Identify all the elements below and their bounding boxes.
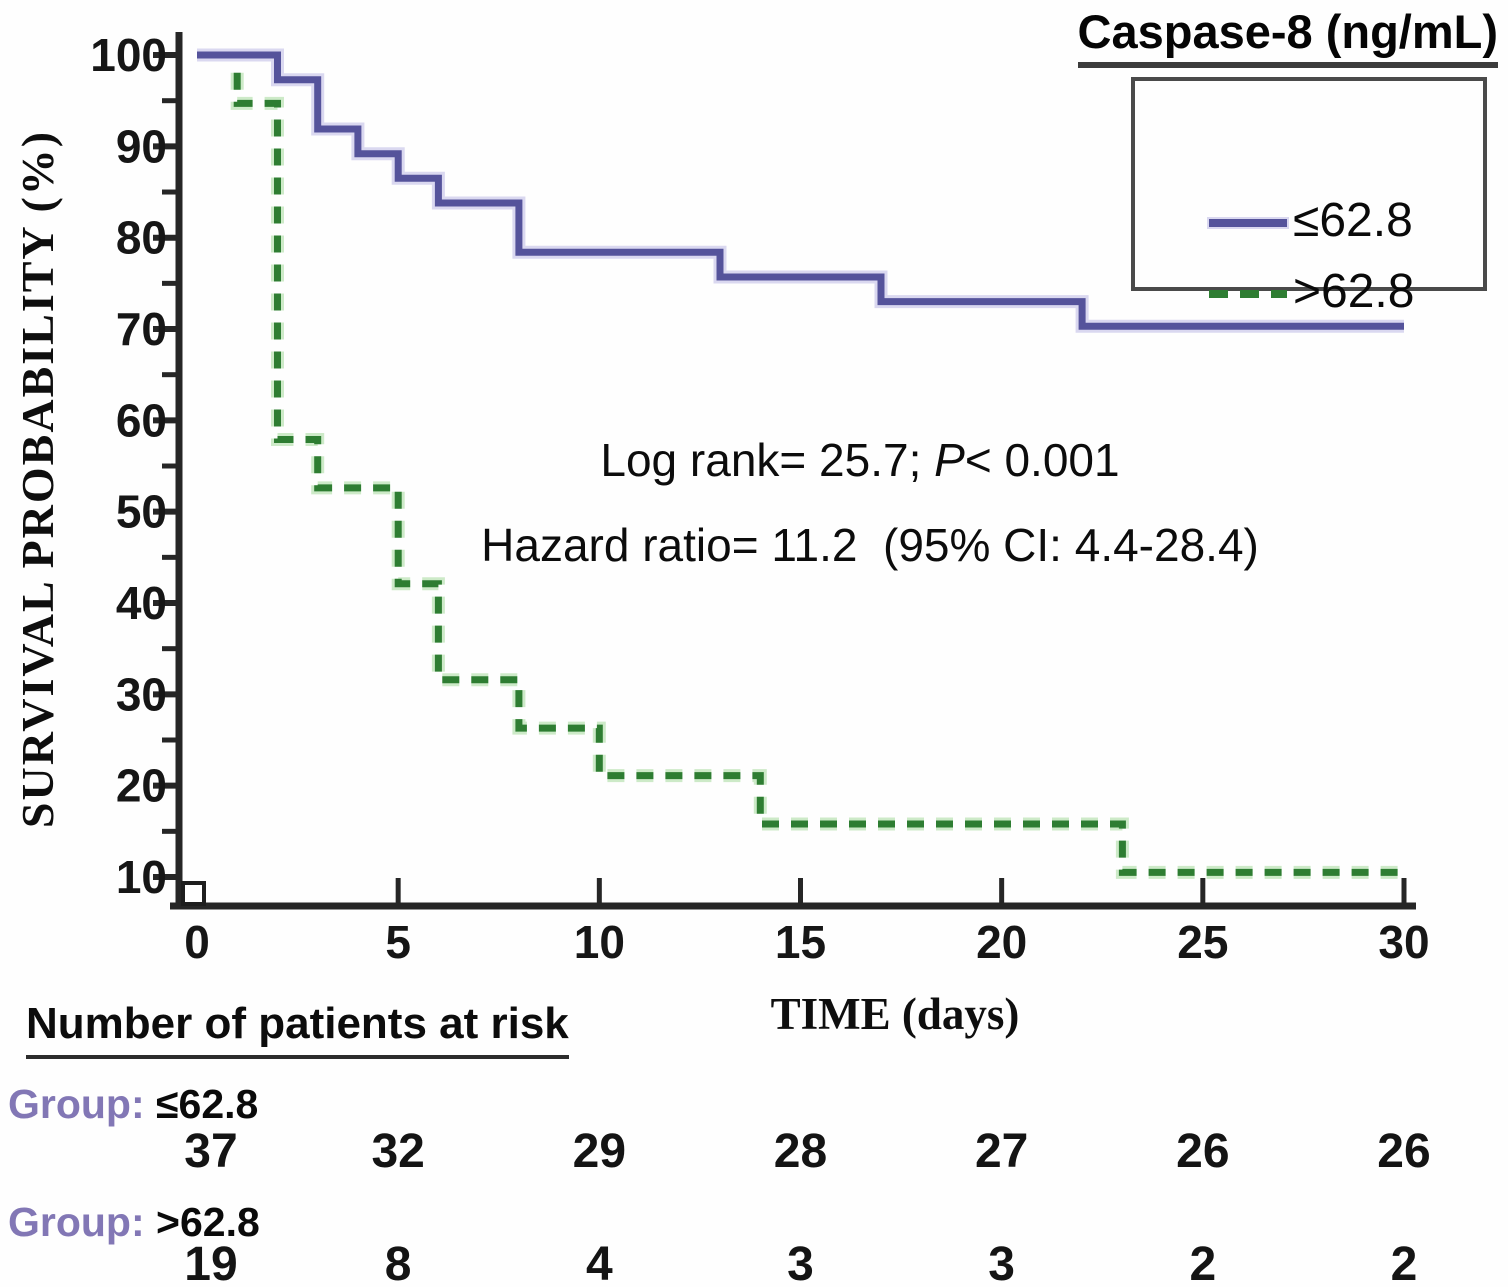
risk-count: 2 <box>1390 1238 1418 1287</box>
tick-labels: 10 20 30 40 50 60 70 80 90 100 0 5 10 15 20 25 30 <box>90 29 1429 968</box>
legend-box: ≤62.8 >62.8 <box>1131 77 1487 318</box>
x-tick-label: 25 <box>1177 916 1228 968</box>
risk-count: 26 <box>1176 1125 1230 1178</box>
risk-count: 19 <box>184 1238 238 1287</box>
risk-group-label-2: Group: >62.8 <box>8 1199 260 1246</box>
y-tick-label: 60 <box>116 394 167 446</box>
risk-count: 26 <box>1377 1125 1431 1178</box>
risk-count: 27 <box>974 1125 1029 1178</box>
risk-count: 29 <box>572 1125 627 1178</box>
y-tick-label: 50 <box>116 486 167 538</box>
legend-label-le62-8: ≤62.8 <box>1293 194 1413 247</box>
risk-count: 28 <box>773 1125 828 1178</box>
survival-curves <box>197 48 1404 879</box>
p-value-symbol: P <box>934 434 965 486</box>
risk-count: 37 <box>184 1125 238 1178</box>
origin-square-marker <box>181 881 206 906</box>
hazard-ratio-annotation: Hazard ratio= 11.2 (95% CI: 4.4-28.4) <box>481 519 1259 571</box>
y-tick-label: 40 <box>116 577 167 629</box>
risk-count: 4 <box>585 1238 613 1287</box>
risk-count: 8 <box>384 1238 412 1287</box>
risk-table-title: Number of patients at risk <box>26 999 569 1059</box>
risk-group-label-1: Group: ≤62.8 <box>8 1081 258 1128</box>
y-tick-label: 10 <box>116 851 167 903</box>
y-tick-label: 100 <box>90 29 167 81</box>
risk-count: 32 <box>371 1125 425 1178</box>
log-rank-annotation: Log rank= 25.7; P< 0.001 <box>420 433 1300 487</box>
group-prefix: Group: <box>8 1199 145 1245</box>
legend-line-dashed-green <box>1209 290 1287 298</box>
risk-count: 3 <box>787 1238 814 1287</box>
space <box>145 1081 156 1127</box>
x-axis-title: TIME (days) <box>770 989 1020 1039</box>
x-tick-label: 15 <box>775 916 826 968</box>
p-value-text: < 0.001 <box>964 434 1120 486</box>
y-tick-label: 20 <box>116 760 167 812</box>
group-value: >62.8 <box>156 1199 260 1245</box>
risk-count: 3 <box>988 1238 1016 1287</box>
legend-line-solid-blue <box>1209 219 1287 227</box>
axes <box>153 32 1416 910</box>
legend-title: Caspase-8 (ng/mL) <box>1077 4 1498 68</box>
survival-curve-solid <box>197 51 1404 330</box>
y-tick-label: 90 <box>116 120 167 172</box>
log-rank-text: Log rank= 25.7; <box>600 434 935 486</box>
space <box>145 1199 156 1245</box>
y-tick-label: 80 <box>116 212 167 264</box>
x-tick-label: 30 <box>1378 916 1429 968</box>
x-tick-label: 20 <box>976 916 1027 968</box>
group-value: ≤62.8 <box>156 1081 259 1127</box>
risk-count: 2 <box>1189 1238 1217 1287</box>
group-prefix: Group: <box>8 1081 145 1127</box>
x-tick-label: 10 <box>574 916 625 968</box>
y-tick-label: 70 <box>116 303 167 355</box>
y-tick-label: 30 <box>116 668 167 720</box>
survival-curve-dashed <box>197 51 1404 876</box>
y-axis-title: SURVIVAL PROBABILITY (%) <box>12 129 63 829</box>
x-tick-label: 5 <box>385 916 411 968</box>
x-tick-label: 0 <box>184 916 210 968</box>
legend-label-gt62-8: >62.8 <box>1293 265 1415 318</box>
